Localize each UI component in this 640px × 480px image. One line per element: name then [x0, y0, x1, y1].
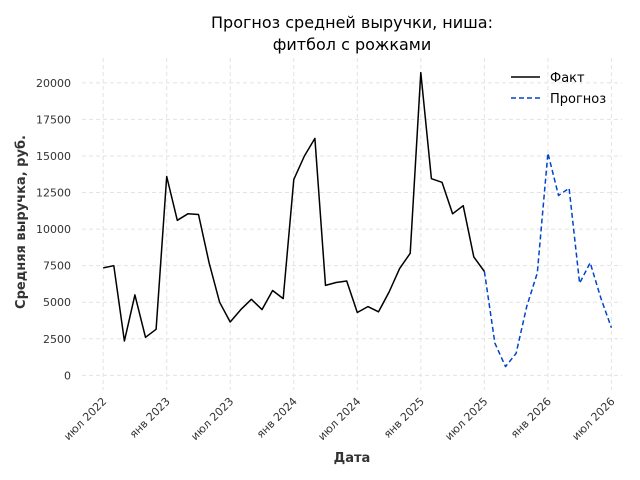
y-tick-label: 7500: [43, 260, 71, 273]
grid: [82, 58, 622, 390]
y-tick-label: 10000: [36, 223, 71, 236]
y-tick-label: 5000: [43, 296, 71, 309]
y-tick-labels: 0 2500 5000 7500 10000 12500 15000 17500 20000: [36, 77, 71, 383]
y-axis-label: Средняя выручка, руб.: [14, 135, 29, 309]
y-tick-label: 0: [64, 369, 71, 382]
x-axis-label: Дата: [334, 451, 371, 466]
y-tick-label: 17500: [36, 113, 71, 126]
series-forecast: [483, 152, 613, 368]
y-tick-label: 20000: [36, 77, 71, 90]
y-tick-label: 15000: [36, 150, 71, 163]
series-line: [483, 152, 613, 368]
y-tick-label: 12500: [36, 187, 71, 200]
chart-title-line1: Прогноз средней выручки, ниша:: [211, 13, 493, 32]
legend: Факт Прогноз: [511, 71, 606, 107]
series-lines: [103, 71, 613, 368]
legend-label-fact: Факт: [550, 71, 585, 86]
series-line: [103, 71, 486, 342]
chart-title-line2: фитбол с рожками: [273, 35, 432, 54]
y-tick-label: 2500: [43, 333, 71, 346]
legend-label-forecast: Прогноз: [550, 92, 606, 107]
